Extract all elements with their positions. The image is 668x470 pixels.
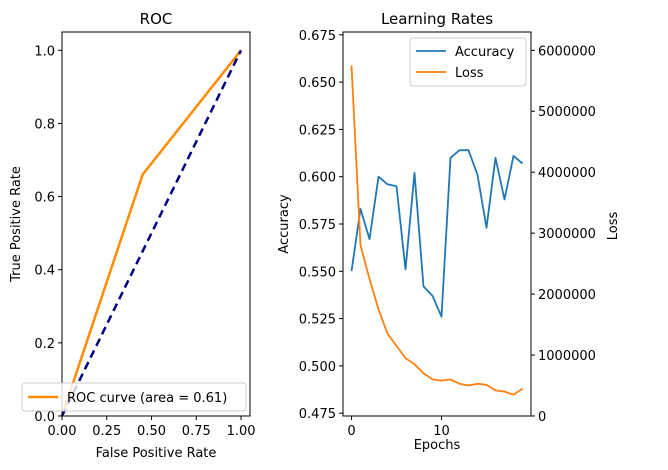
lr-y2-tick-label: 6000000 — [538, 44, 596, 59]
lr-legend-label-accuracy: Accuracy — [455, 45, 515, 60]
lr-y-tick-label: 0.675 — [299, 29, 336, 44]
lr-y2-tick-label: 5000000 — [538, 105, 596, 120]
roc-curve-line — [60, 49, 242, 417]
lr-y-axis-label: Accuracy — [277, 194, 292, 254]
lr-y2-ticks: 0 1000000 2000000 3000000 4000000 5000000 6000… — [531, 44, 596, 425]
roc-chart: 0.00 0.25 0.50 0.75 1.00 0.00.20.40.60.81.0 … — [9, 10, 256, 461]
lr-legend: Accuracy Loss — [409, 37, 527, 87]
lr-y2-tick-label: 1000000 — [538, 349, 596, 364]
lr-y-ticks: 0.475 0.500 0.525 0.550 0.575 0.600 0.625 0.650… — [299, 29, 343, 422]
lr-y-tick-label: 0.625 — [299, 123, 336, 138]
roc-y-tick-label: 0.4 — [34, 264, 55, 279]
lr-x-tick-label: 0 — [347, 424, 355, 439]
roc-y-axis-label: True Positive Rate — [9, 166, 24, 283]
lr-series-line-loss — [350, 65, 524, 396]
lr-legend-label-loss: Loss — [455, 66, 484, 81]
lr-y2-tick-label: 0 — [538, 410, 546, 425]
lr-y-tick-label: 0.575 — [299, 218, 336, 233]
lr-y-tick-label: 0.475 — [299, 407, 336, 422]
roc-legend-box — [21, 382, 247, 412]
roc-x-axis-label: False Positive Rate — [96, 446, 217, 461]
roc-y-ticks: 0.0 0.2 0.4 0.6 0.8 1.0 — [34, 44, 62, 425]
roc-chance-diagonal — [60, 49, 243, 417]
roc-title: ROC — [140, 10, 173, 28]
roc-x-tick-label: 0.00 — [48, 424, 77, 439]
lr-y-tick-label: 0.550 — [299, 265, 336, 280]
learning-rates-chart: 0 10 0.4750.5000.5250.5500.5750.6000.6250… — [277, 10, 621, 453]
roc-plot-frame — [61, 31, 251, 417]
roc-lines — [60, 49, 243, 417]
roc-x-tick-label: 0.75 — [182, 424, 211, 439]
roc-y-tick-label: 0.2 — [34, 337, 55, 352]
lr-y-tick-label: 0.600 — [299, 171, 336, 186]
roc-y-tick-label: 0.6 — [34, 191, 55, 206]
roc-x-tick-label: 0.25 — [92, 424, 121, 439]
roc-x-tick-label: 0.50 — [137, 424, 166, 439]
roc-legend-label: ROC curve (area = 0.61) — [67, 391, 227, 406]
lr-x-tick-label: 10 — [433, 424, 450, 439]
roc-y-tick-label: 0.0 — [34, 410, 55, 425]
lr-y2-tick-label: 3000000 — [538, 227, 596, 242]
lr-y-tick-label: 0.500 — [299, 360, 336, 375]
roc-x-ticks: 0.00 0.25 0.50 0.75 1.00 — [48, 416, 256, 439]
lr-series-line-accuracy — [350, 149, 524, 318]
lr-y-tick-label: 0.650 — [299, 76, 336, 91]
lr-y2-tick-label: 2000000 — [538, 288, 596, 303]
lr-x-ticks: 0 10 — [347, 416, 450, 439]
roc-y-tick-label: 1.0 — [34, 44, 55, 59]
lr-y2-axis-label: Loss — [606, 212, 621, 241]
roc-x-tick-label: 1.00 — [227, 424, 256, 439]
lr-y-tick-label: 0.525 — [299, 313, 336, 328]
roc-legend: ROC curve (area = 0.61) — [21, 382, 247, 412]
lr-x-axis-label: Epochs — [414, 438, 461, 453]
learning-rates-lines — [350, 65, 524, 396]
lr-legend-box — [409, 37, 527, 87]
roc-y-tick-label: 0.8 — [34, 117, 55, 132]
lr-title: Learning Rates — [381, 10, 493, 28]
lr-y2-tick-label: 4000000 — [538, 166, 596, 181]
